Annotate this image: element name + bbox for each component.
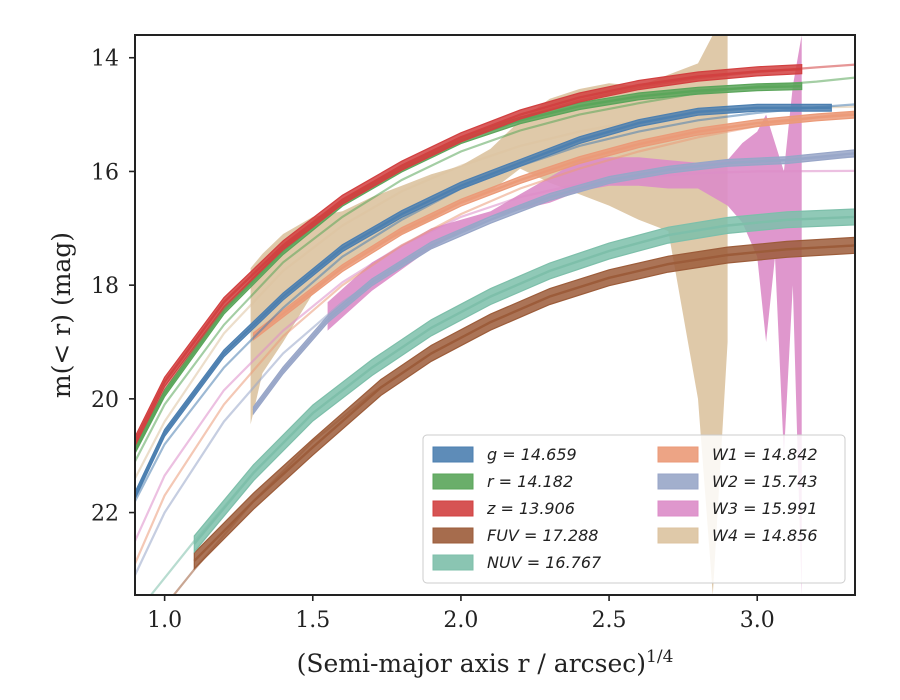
legend-swatch: [658, 528, 698, 543]
y-tick-label: 16: [91, 160, 119, 185]
chart: 1.0 1.5 2.0 2.5 3.0 14 16 18 20 22 m(< r) (mag) (…: [0, 0, 900, 700]
legend-item-w2: W2 = 15.743: [658, 472, 818, 491]
legend-label: g = 14.659: [487, 445, 577, 464]
legend-item-nuv: NUV = 16.767: [433, 553, 602, 572]
legend-swatch: [658, 447, 698, 462]
legend-label: W4 = 14.856: [712, 526, 818, 545]
legend-swatch: [658, 501, 698, 516]
x-tick-label: 2.5: [592, 608, 627, 633]
x-tick-label: 1.0: [147, 608, 182, 633]
legend-swatch: [433, 474, 473, 489]
legend-label: W2 = 15.743: [712, 472, 818, 491]
legend-label: W3 = 15.991: [712, 499, 818, 518]
series-r: [135, 78, 855, 462]
legend-swatch: [433, 447, 473, 462]
y-tick-label: 14: [91, 47, 119, 72]
legend-label: r = 14.182: [487, 472, 573, 491]
y-axis-label: m(< r) (mag): [47, 232, 76, 398]
y-tick-label: 18: [91, 274, 119, 299]
legend-item-fuv: FUV = 17.288: [433, 526, 598, 545]
legend-swatch: [433, 555, 473, 570]
legend-item-w4: W4 = 14.856: [658, 526, 818, 545]
legend-label: NUV = 16.767: [487, 553, 602, 572]
x-tick-label: 2.0: [443, 608, 478, 633]
legend-item-w1: W1 = 14.842: [658, 445, 818, 464]
legend-label: z = 13.906: [486, 499, 575, 518]
legend-item-w3: W3 = 15.991: [658, 499, 818, 518]
legend-item-r: r = 14.182: [433, 472, 573, 491]
x-tick-label: 3.0: [740, 608, 775, 633]
legend-swatch: [658, 474, 698, 489]
legend-item-g: g = 14.659: [433, 445, 577, 464]
x-tick-label: 1.5: [295, 608, 330, 633]
legend-item-z: z = 13.906: [433, 499, 575, 518]
y-tick-label: 20: [91, 388, 119, 413]
x-axis-label-main: (Semi-major axis r / arcsec): [297, 649, 646, 678]
legend-label: W1 = 14.842: [712, 445, 818, 464]
legend-label: FUV = 17.288: [487, 526, 598, 545]
legend-swatch: [433, 501, 473, 516]
x-axis-label-exponent: 1/4: [646, 647, 673, 667]
x-axis-label: (Semi-major axis r / arcsec)1/4: [297, 647, 674, 678]
y-tick-label: 22: [91, 502, 119, 527]
series-r-model-curve: [135, 78, 855, 462]
legend: g = 14.659 r = 14.182 z = 13.906 FUV = 17.2…: [423, 435, 845, 583]
legend-swatch: [433, 528, 473, 543]
